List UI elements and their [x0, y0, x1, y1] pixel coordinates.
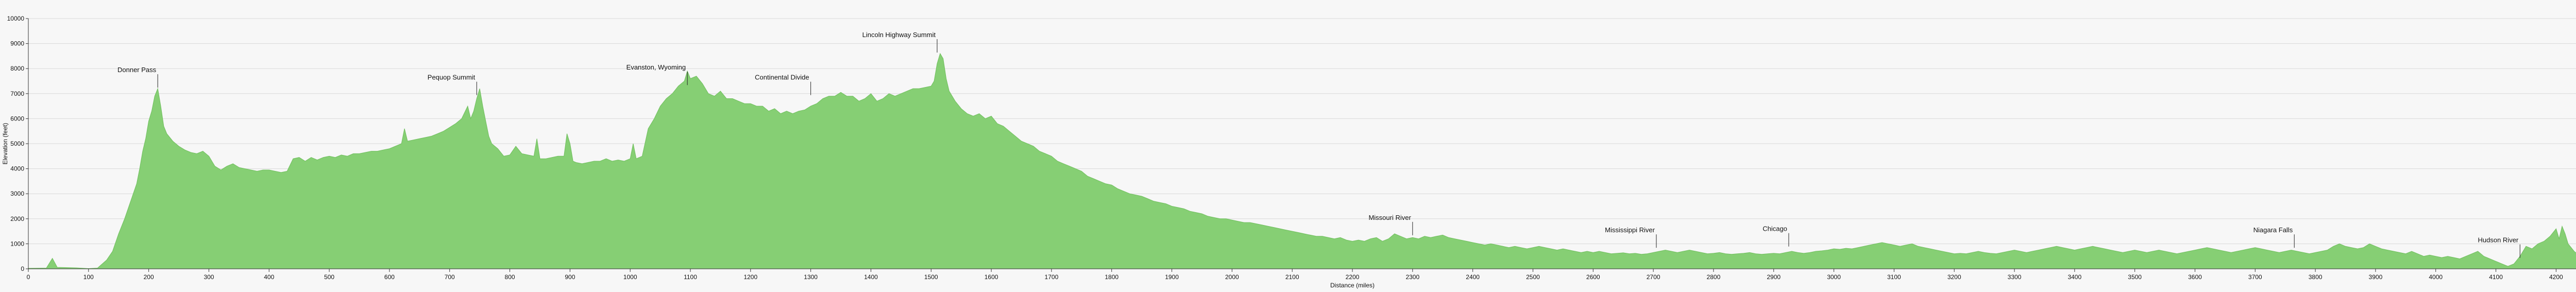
- x-tick-label: 600: [384, 273, 395, 281]
- x-tick-label: 3400: [2067, 273, 2081, 281]
- x-tick-label: 0: [27, 273, 30, 281]
- x-tick-label: 2300: [1405, 273, 1419, 281]
- x-tick-label: 300: [204, 273, 214, 281]
- y-tick-label: 7000: [10, 90, 24, 97]
- x-tick-label: 1700: [1045, 273, 1059, 281]
- x-tick-label: 2800: [1707, 273, 1721, 281]
- x-tick-label: 1900: [1165, 273, 1179, 281]
- annotation-label: Niagara Falls: [2253, 226, 2293, 234]
- x-tick-label: 1100: [684, 273, 697, 281]
- x-tick-label: 800: [505, 273, 515, 281]
- x-tick-label: 900: [565, 273, 575, 281]
- x-tick-label: 400: [264, 273, 274, 281]
- x-tick-label: 3300: [2008, 273, 2022, 281]
- x-tick-label: 4200: [2549, 273, 2563, 281]
- elevation-area: [28, 53, 2576, 269]
- y-tick-label: 6000: [10, 115, 24, 122]
- x-tick-label: 2400: [1466, 273, 1480, 281]
- x-tick-label: 2900: [1767, 273, 1781, 281]
- x-tick-label: 2000: [1225, 273, 1239, 281]
- x-tick-label: 1000: [623, 273, 637, 281]
- y-tick-label: 4000: [10, 165, 24, 173]
- annotation-label: Pequop Summit: [428, 74, 476, 81]
- annotation-label: Missouri River: [1368, 214, 1411, 221]
- x-tick-label: 1200: [743, 273, 757, 281]
- annotation-label: Continental Divide: [755, 74, 809, 81]
- x-tick-label: 1500: [924, 273, 938, 281]
- x-tick-label: 3500: [2128, 273, 2142, 281]
- x-axis-label: Distance (miles): [1330, 282, 1375, 289]
- y-tick-label: 5000: [10, 140, 24, 147]
- x-tick-label: 2700: [1647, 273, 1660, 281]
- x-tick-label: 3700: [2248, 273, 2262, 281]
- x-tick-label: 4000: [2429, 273, 2443, 281]
- x-tick-label: 500: [324, 273, 334, 281]
- x-tick-label: 1600: [985, 273, 998, 281]
- y-tick-label: 8000: [10, 65, 24, 72]
- x-tick-label: 3200: [1947, 273, 1961, 281]
- x-tick-label: 3100: [1887, 273, 1901, 281]
- annotations: Donner Pass Pequop Summit Evanston, Wyomin…: [117, 31, 2520, 258]
- x-tick-label: 700: [445, 273, 455, 281]
- annotation-label: Chicago: [1762, 225, 1787, 233]
- x-tick-label: 100: [83, 273, 94, 281]
- axes: 0100020003000400050006000700080009000100…: [7, 15, 2576, 281]
- x-tick-label: 3800: [2309, 273, 2323, 281]
- x-tick-label: 4100: [2489, 273, 2503, 281]
- y-tick-label: 10000: [7, 15, 25, 22]
- x-tick-label: 3000: [1827, 273, 1841, 281]
- y-axis-label: Elevation (feet): [2, 123, 9, 165]
- x-tick-label: 1300: [804, 273, 818, 281]
- x-tick-label: 2600: [1586, 273, 1600, 281]
- annotation-label: Lincoln Highway Summit: [862, 31, 936, 39]
- annotation-label: Hudson River: [2478, 236, 2519, 244]
- x-tick-label: 3900: [2369, 273, 2383, 281]
- x-tick-label: 1800: [1105, 273, 1118, 281]
- y-tick-label: 3000: [10, 190, 24, 197]
- y-tick-label: 9000: [10, 40, 24, 47]
- y-tick-label: 0: [21, 265, 24, 272]
- annotation-label: Donner Pass: [117, 66, 157, 74]
- y-tick-label: 1000: [10, 240, 24, 247]
- annotation-label: Mississippi River: [1605, 226, 1655, 234]
- x-tick-label: 200: [144, 273, 154, 281]
- annotation-label: Evanston, Wyoming: [626, 63, 686, 71]
- x-tick-label: 1400: [864, 273, 878, 281]
- y-tick-label: 2000: [10, 215, 24, 222]
- x-tick-label: 3600: [2188, 273, 2202, 281]
- x-tick-label: 2500: [1526, 273, 1540, 281]
- x-tick-label: 2200: [1346, 273, 1360, 281]
- x-tick-label: 2100: [1285, 273, 1299, 281]
